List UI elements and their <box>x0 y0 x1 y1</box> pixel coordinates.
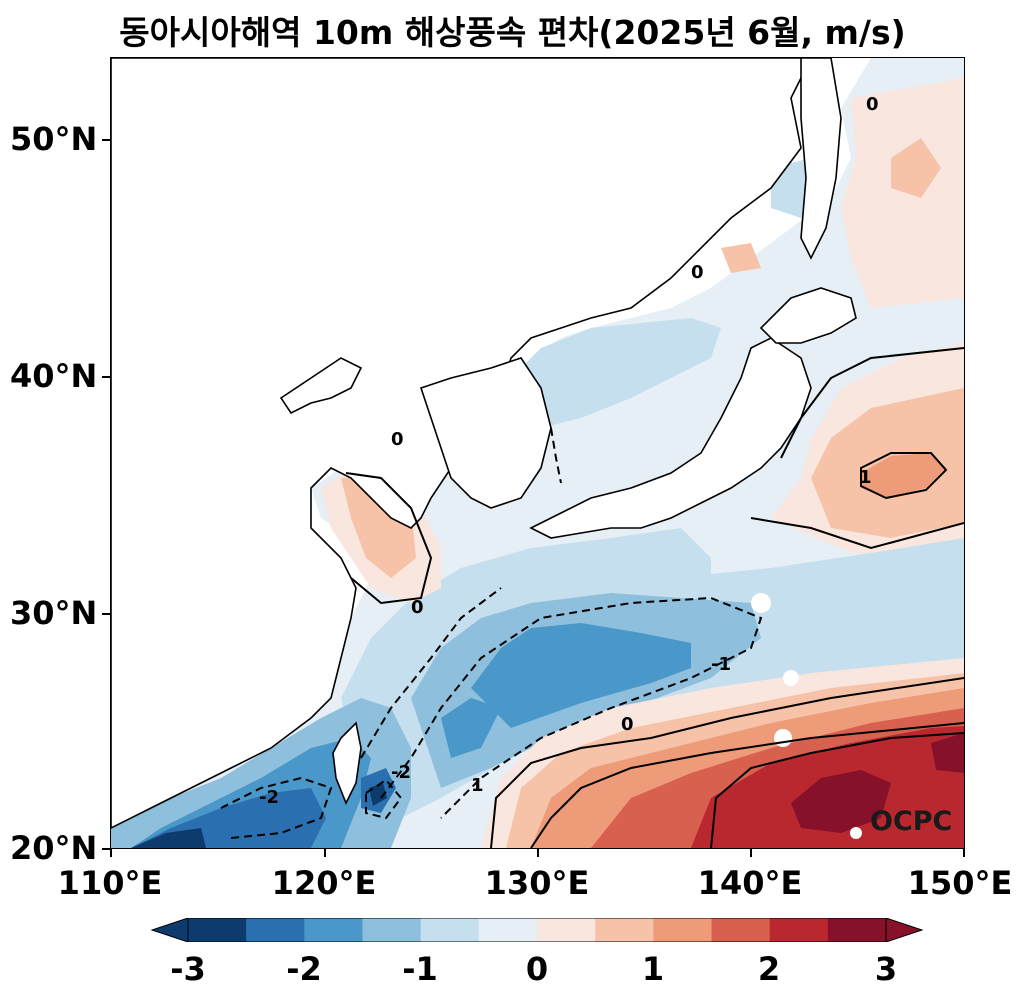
colorbar-cell <box>246 918 305 942</box>
colorbar-cell <box>653 918 712 942</box>
y-tick-30n: 30°N <box>10 594 98 632</box>
contour-label-neg1: -1 <box>711 654 731 675</box>
x-tick-110e: 110°E <box>57 864 163 902</box>
colorbar-cell <box>769 918 829 942</box>
contour-lines <box>345 347 964 848</box>
wind-anomaly-map: 0 -1 1 -2 -2 1 0 0 0 0 <box>111 58 964 848</box>
contour-label-neg2: -2 <box>391 762 411 783</box>
x-tick-120e: 120°E <box>271 864 377 902</box>
ocpc-credit: OCPC <box>870 806 953 837</box>
colorbar-cell <box>420 918 480 942</box>
colorbar-cell <box>711 918 771 942</box>
colorbar-frame <box>187 918 887 942</box>
colorbar-cell <box>188 918 247 942</box>
y-tick-40n: 40°N <box>10 357 98 395</box>
contour-label-zero-c: 0 <box>391 429 404 450</box>
colorbar-tick-neg3: -3 <box>170 950 206 988</box>
y-tick-50n: 50°N <box>10 120 98 158</box>
land-taiwan <box>332 721 362 805</box>
colorbar-cell <box>478 918 538 942</box>
land-japan <box>529 337 812 539</box>
contour-label-neg2-b: -2 <box>259 787 279 808</box>
contour-label-zero-d: 0 <box>691 262 704 283</box>
contour-label-zero-e: 0 <box>866 94 879 115</box>
colorbar-cell <box>304 918 363 942</box>
x-tick-130e: 130°E <box>484 864 590 902</box>
map-panel: 0 -1 1 -2 -2 1 0 0 0 0 <box>110 57 965 849</box>
colorbar-tick-pos3: 3 <box>874 950 898 988</box>
colorbar-tick-neg1: -1 <box>402 950 438 988</box>
x-tick-140e: 140°E <box>697 864 803 902</box>
colorbar-tick-pos2: 2 <box>757 950 781 988</box>
y-tick-20n: 20°N <box>10 829 98 867</box>
colorbar-cell <box>537 918 596 942</box>
colorbar-cell <box>362 918 422 942</box>
north-pink-anom <box>841 78 964 308</box>
colorbar-cell <box>595 918 654 942</box>
contour-label-pos1-b: 1 <box>859 467 872 488</box>
contour-label-zero-b: 0 <box>411 597 424 618</box>
contour-label-pos1: 1 <box>471 775 484 796</box>
japan-sea-anom <box>501 318 721 428</box>
colorbar-tick-pos1: 1 <box>641 950 665 988</box>
colorbar-extend-low <box>150 918 189 942</box>
x-tick-150e: 150°E <box>907 864 1013 902</box>
contour-label-zero: 0 <box>621 714 634 735</box>
colorbar <box>150 918 924 942</box>
land-korea <box>419 357 552 509</box>
colorbar-extend-high <box>885 918 924 942</box>
colorbar-tick-zero: 0 <box>525 950 549 988</box>
colorbar-cell <box>827 918 887 942</box>
map-title: 동아시아해역 10m 해상풍속 편차(2025년 6월, m/s) <box>119 13 906 52</box>
colorbar-tick-neg2: -2 <box>286 950 322 988</box>
